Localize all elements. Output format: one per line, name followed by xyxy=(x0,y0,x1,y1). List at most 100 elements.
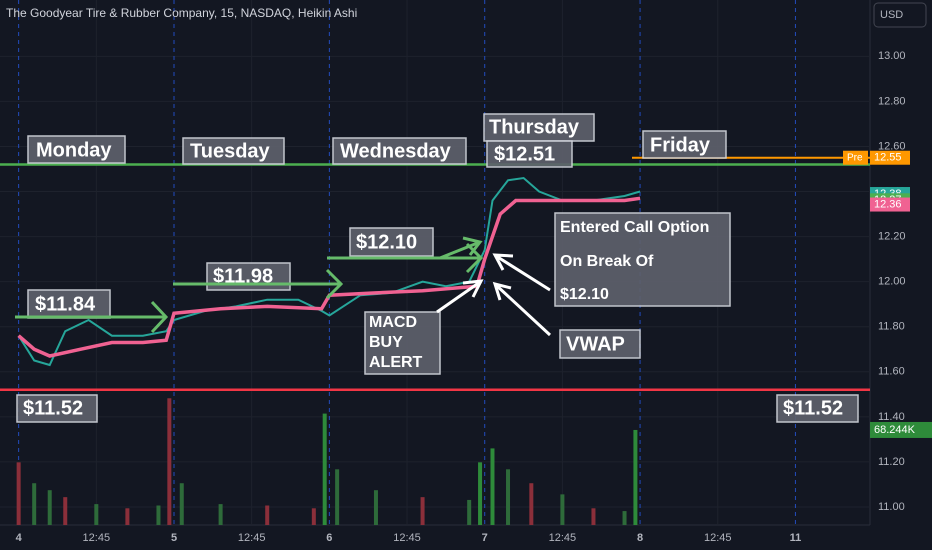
annotation: ALERT xyxy=(369,354,423,371)
annotation: $12.51 xyxy=(494,143,555,165)
volume-bar xyxy=(265,505,270,525)
x-tick-label: 4 xyxy=(16,532,23,544)
arrow xyxy=(439,236,483,260)
box xyxy=(642,130,727,159)
y-tick-label: 12.60 xyxy=(878,140,906,152)
arrow xyxy=(436,279,484,314)
volume-bar xyxy=(63,497,68,525)
annotation: $11.52 xyxy=(23,397,83,419)
box xyxy=(486,140,573,168)
volume-bar xyxy=(322,413,327,525)
box xyxy=(332,137,467,165)
volume-bar xyxy=(311,508,316,525)
volume-bar xyxy=(125,508,130,525)
y-tick-label: 11.40 xyxy=(878,411,905,423)
box xyxy=(364,311,441,375)
annotation: Friday xyxy=(650,134,711,156)
box xyxy=(349,227,434,257)
arrow xyxy=(15,300,169,334)
arrow xyxy=(327,242,484,274)
box xyxy=(182,137,285,165)
annotation: $12.10 xyxy=(560,286,609,303)
tag-box xyxy=(843,150,868,165)
annotation: Thursday xyxy=(489,116,580,138)
annotation: Monday xyxy=(36,139,112,161)
annotation: VWAP xyxy=(566,333,625,355)
y-tick-label: 11.20 xyxy=(878,456,905,468)
volume-bar xyxy=(633,429,638,525)
x-tick-label: 11 xyxy=(790,532,802,544)
annotation: $11.52 xyxy=(783,397,843,419)
y-tick-label: 11.00 xyxy=(878,501,905,513)
x-tick-label: 7 xyxy=(482,532,488,544)
volume-bar xyxy=(478,462,483,525)
volume-bar xyxy=(335,469,340,525)
price-tag xyxy=(870,421,932,438)
volume-bar xyxy=(560,494,565,525)
volume-bar xyxy=(490,448,495,525)
volume-bar xyxy=(420,497,425,525)
volume-label: 68.244K xyxy=(874,424,916,436)
volume-bar xyxy=(529,483,534,525)
annotation: $12.10 xyxy=(356,231,417,253)
volume-bar xyxy=(622,511,627,525)
box xyxy=(559,329,641,359)
arrow xyxy=(492,253,551,292)
volume-bar xyxy=(156,505,161,525)
volume-bar xyxy=(94,504,99,525)
annotation: MACD xyxy=(369,314,417,331)
currency[interactable]: USD xyxy=(880,9,903,21)
volume-bar xyxy=(47,490,52,525)
volume-bar xyxy=(373,490,378,525)
annotation: $11.98 xyxy=(213,265,273,287)
arrow xyxy=(492,281,552,337)
volume-bar xyxy=(506,469,511,525)
x-tick-label: 5 xyxy=(171,532,177,544)
price-tag xyxy=(870,150,910,165)
x-tick-label: 8 xyxy=(637,532,643,544)
box xyxy=(776,394,859,423)
chart-title: The Goodyear Tire & Rubber Company, 15, … xyxy=(6,6,357,20)
y-tick-label: 12.20 xyxy=(878,230,906,242)
y-tick-label: 12.00 xyxy=(878,276,906,288)
volume-bar xyxy=(591,508,596,525)
x-tick-label: 6 xyxy=(326,532,332,544)
annotation: $11.84 xyxy=(35,293,96,315)
volume-bar xyxy=(16,462,21,525)
y-tick-label: 11.60 xyxy=(878,366,905,378)
volume-bar xyxy=(179,483,184,525)
annotation: BUY xyxy=(369,334,403,351)
marks xyxy=(0,0,870,525)
x-tick-label: 12:45 xyxy=(238,532,266,544)
volume-bar xyxy=(218,504,223,525)
price-tag-text: Pre xyxy=(847,152,863,163)
y-tick-label: 11.80 xyxy=(878,321,905,333)
box xyxy=(16,394,98,423)
annotation: On Break Of xyxy=(560,253,654,270)
box xyxy=(554,212,731,307)
x-tick-label: 12:45 xyxy=(704,532,732,544)
annotation: Entered Call Option xyxy=(560,219,709,236)
price-label: 12.36 xyxy=(874,198,902,210)
annotation: Wednesday xyxy=(340,140,452,162)
currency-button[interactable] xyxy=(873,2,927,28)
x-tick-label: 12:45 xyxy=(393,532,421,544)
box xyxy=(27,135,126,164)
y-tick-label: 13.00 xyxy=(878,50,906,62)
arrow xyxy=(173,268,344,300)
volume-bar xyxy=(167,398,172,525)
x-tick-label: 12:45 xyxy=(549,532,577,544)
price-line xyxy=(17,176,641,367)
y-tick-label: 12.80 xyxy=(878,95,906,107)
x-tick-label: 12:45 xyxy=(83,532,111,544)
price-label: 12.55 xyxy=(874,152,902,164)
annotations: Monday Tuesday Wednesday Thursday $12.51… xyxy=(15,113,859,423)
box xyxy=(483,113,595,142)
volume-bar xyxy=(32,483,37,525)
price-tag xyxy=(870,197,910,212)
volume-bar xyxy=(467,499,472,525)
vwap-line xyxy=(17,196,641,358)
annotation: Tuesday xyxy=(190,140,271,162)
